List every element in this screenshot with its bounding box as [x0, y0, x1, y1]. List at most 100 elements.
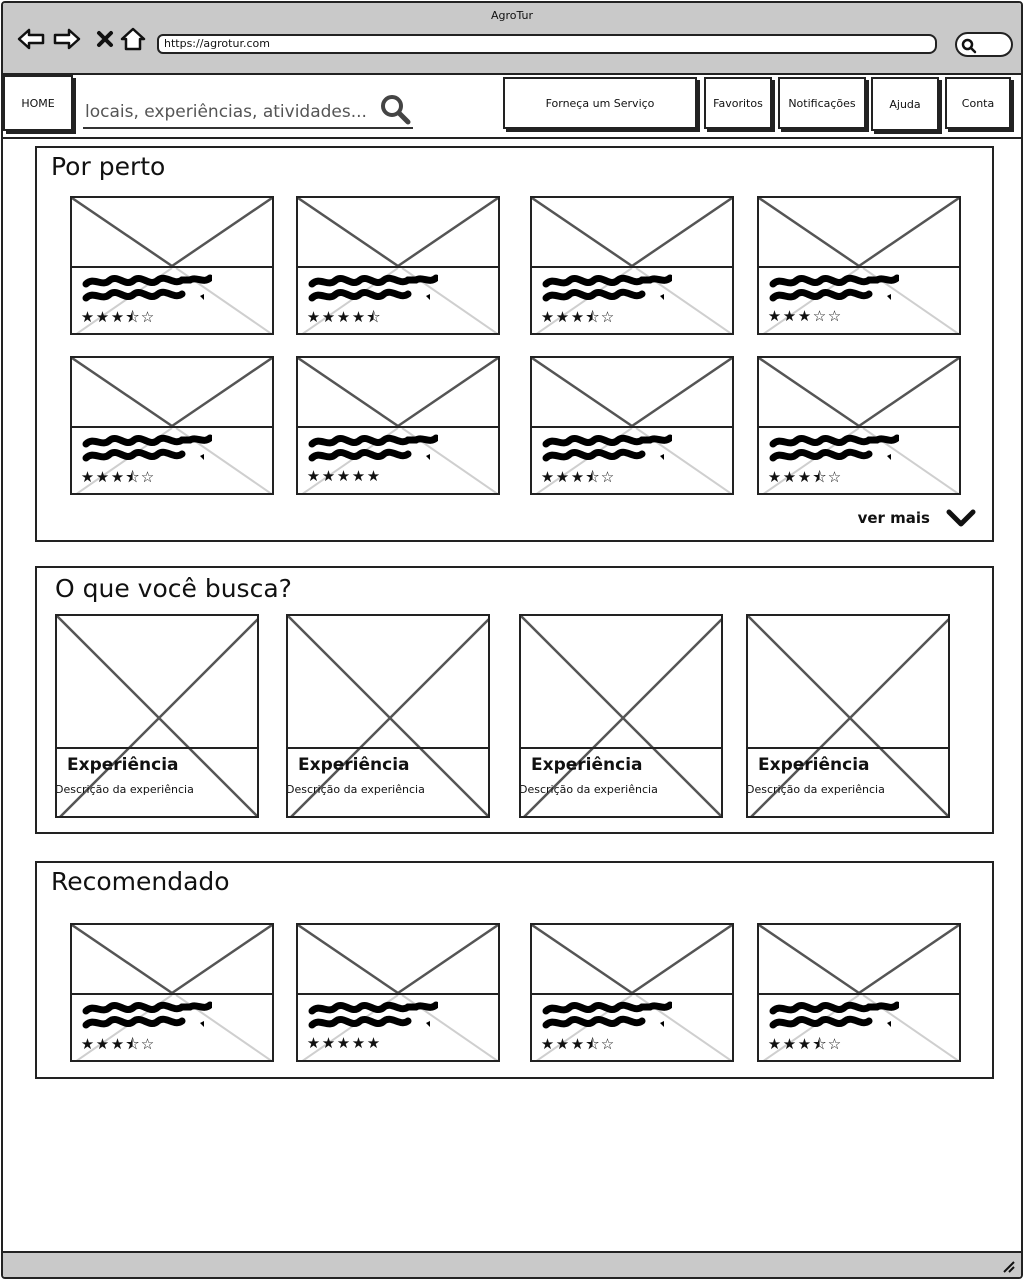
browser-search-button[interactable] — [955, 32, 1013, 57]
nearby-section: Por perto ★ ★ ★⯪☆ ★ ★ ★ ★⯪ ★ ★ ★⯪☆ ★ ★ ★ ☆ ☆ ★ ★ ★⯪☆ ★ ★ ★ ★ ★… — [35, 146, 994, 542]
search-icon — [961, 38, 977, 54]
image-placeholder — [72, 925, 272, 995]
place-card[interactable]: ★ ★ ★ ★⯪ — [296, 196, 500, 335]
notifications-button[interactable]: Notificações — [778, 77, 866, 129]
place-card[interactable]: ★ ★ ★ ★ ★ — [296, 923, 500, 1062]
text-scribble — [542, 1001, 672, 1029]
chevron-down-icon — [946, 509, 976, 527]
close-x-icon[interactable] — [91, 27, 119, 51]
experience-label: Experiência Descrição da experiência — [286, 747, 488, 816]
experience-description: Descrição da experiência — [519, 783, 658, 796]
card-info: ★ ★ ★⯪☆ — [72, 266, 272, 333]
card-info: ★ ★ ★⯪☆ — [759, 993, 959, 1060]
window-title: AgroTur — [490, 9, 534, 22]
image-placeholder — [748, 616, 948, 816]
card-info: ★ ★ ★ ★ ★ — [298, 993, 498, 1060]
place-card[interactable]: ★ ★ ★⯪☆ — [757, 356, 961, 495]
image-placeholder — [57, 616, 257, 816]
home-icon[interactable] — [119, 27, 147, 51]
text-scribble — [769, 434, 899, 462]
card-info: ★ ★ ★ ★ ★ — [298, 426, 498, 493]
search-categories-section: O que você busca? Experiência Descrição d… — [35, 566, 994, 834]
experience-title: Experiência — [531, 755, 643, 775]
search-icon[interactable] — [379, 93, 411, 125]
card-info: ★ ★ ★ ☆ ☆ — [759, 266, 959, 333]
image-placeholder — [298, 358, 498, 428]
image-placeholder — [532, 925, 732, 995]
image-placeholder — [759, 198, 959, 268]
text-scribble — [769, 274, 899, 302]
section-title: O que você busca? — [55, 574, 292, 603]
text-scribble — [308, 274, 438, 302]
resize-handle-icon[interactable] — [1001, 1259, 1015, 1273]
star-rating: ★ ★ ★⯪☆ — [540, 1035, 615, 1053]
url-bar[interactable]: https://agrotur.com — [157, 34, 937, 54]
search-box[interactable] — [83, 91, 413, 129]
section-title: Recomendado — [51, 867, 230, 896]
see-more-label: ver mais — [857, 509, 930, 527]
star-rating: ★ ★ ★⯪☆ — [80, 308, 155, 326]
experience-card[interactable]: Experiência Descrição da experiência — [519, 614, 723, 818]
place-card[interactable]: ★ ★ ★⯪☆ — [530, 196, 734, 335]
star-rating: ★ ★ ★ ★⯪ — [306, 308, 381, 326]
star-rating: ★ ★ ★ ★ ★ — [306, 467, 381, 485]
star-rating: ★ ★ ★⯪☆ — [767, 1035, 842, 1053]
image-placeholder — [521, 616, 721, 816]
place-card[interactable]: ★ ★ ★⯪☆ — [530, 923, 734, 1062]
star-rating: ★ ★ ★⯪☆ — [80, 468, 155, 486]
image-placeholder — [288, 616, 488, 816]
place-card[interactable]: ★ ★ ★ ★ ★ — [296, 356, 500, 495]
image-placeholder — [532, 358, 732, 428]
image-placeholder — [72, 198, 272, 268]
text-scribble — [82, 434, 212, 462]
provide-service-button[interactable]: Forneça um Serviço — [503, 77, 697, 129]
text-scribble — [542, 434, 672, 462]
place-card[interactable]: ★ ★ ★⯪☆ — [70, 356, 274, 495]
image-placeholder — [72, 358, 272, 428]
card-info: ★ ★ ★⯪☆ — [532, 993, 732, 1060]
star-rating: ★ ★ ★ ★ ★ — [306, 1034, 381, 1052]
home-button[interactable]: HOME — [3, 75, 73, 131]
star-rating: ★ ★ ★⯪☆ — [80, 1035, 155, 1053]
experience-card[interactable]: Experiência Descrição da experiência — [55, 614, 259, 818]
help-button[interactable]: Ajuda — [871, 77, 939, 131]
status-bar — [3, 1251, 1021, 1277]
place-card[interactable]: ★ ★ ★⯪☆ — [70, 923, 274, 1062]
place-card[interactable]: ★ ★ ★ ☆ ☆ — [757, 196, 961, 335]
star-rating: ★ ★ ★⯪☆ — [767, 468, 842, 486]
account-button[interactable]: Conta — [945, 77, 1011, 129]
recommended-section: Recomendado ★ ★ ★⯪☆ ★ ★ ★ ★ ★ ★ ★ ★⯪☆ ★ ★ ★⯪☆ — [35, 861, 994, 1079]
card-info: ★ ★ ★⯪☆ — [532, 426, 732, 493]
experience-title: Experiência — [298, 755, 410, 775]
place-card[interactable]: ★ ★ ★⯪☆ — [70, 196, 274, 335]
place-card[interactable]: ★ ★ ★⯪☆ — [530, 356, 734, 495]
experience-description: Descrição da experiência — [286, 783, 425, 796]
experience-title: Experiência — [758, 755, 870, 775]
see-more-button[interactable]: ver mais — [858, 508, 976, 528]
text-scribble — [769, 1001, 899, 1029]
card-info: ★ ★ ★⯪☆ — [72, 993, 272, 1060]
experience-card[interactable]: Experiência Descrição da experiência — [746, 614, 950, 818]
card-info: ★ ★ ★⯪☆ — [759, 426, 959, 493]
text-scribble — [82, 274, 212, 302]
forward-arrow-icon[interactable] — [53, 27, 81, 51]
experience-card[interactable]: Experiência Descrição da experiência — [286, 614, 490, 818]
back-arrow-icon[interactable] — [17, 27, 45, 51]
experience-label: Experiência Descrição da experiência — [748, 747, 948, 816]
card-info: ★ ★ ★⯪☆ — [72, 426, 272, 493]
experience-description: Descrição da experiência — [55, 783, 194, 796]
star-rating: ★ ★ ★⯪☆ — [540, 308, 615, 326]
experience-title: Experiência — [67, 755, 179, 775]
star-rating: ★ ★ ★ ☆ ☆ — [767, 307, 842, 325]
image-placeholder — [532, 198, 732, 268]
text-scribble — [542, 274, 672, 302]
text-scribble — [82, 1001, 212, 1029]
image-placeholder — [759, 358, 959, 428]
text-scribble — [308, 1001, 438, 1029]
search-input[interactable] — [85, 99, 370, 125]
favorites-button[interactable]: Favoritos — [704, 77, 772, 129]
card-info: ★ ★ ★⯪☆ — [532, 266, 732, 333]
place-card[interactable]: ★ ★ ★⯪☆ — [757, 923, 961, 1062]
image-placeholder — [298, 198, 498, 268]
section-title: Por perto — [51, 152, 166, 181]
